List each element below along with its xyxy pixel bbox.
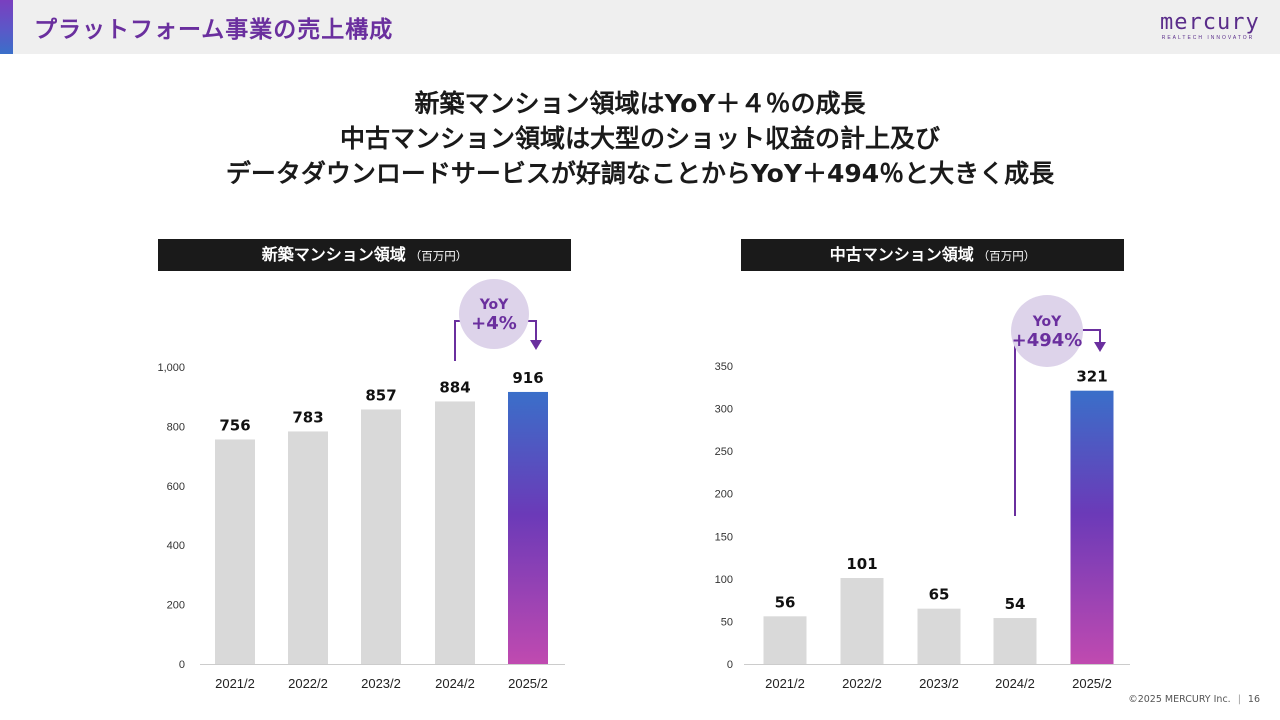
headline-line-3: データダウンロードサービスが好調なことからYoY＋494％と大きく成長 (225, 159, 1055, 188)
used-condo-data-label: 54 (1005, 595, 1026, 613)
new-condo-yoy-badge-value: +4% (471, 313, 517, 334)
new-condo-bar (361, 409, 401, 664)
used-condo-yoy-badge-value: +494% (1012, 330, 1083, 351)
used-condo-category-label: 2022/2 (842, 676, 882, 691)
used-condo-bar (917, 608, 961, 664)
new-condo-title-text: 新築マンション領域 (261, 245, 406, 264)
mercury-logo: mercury REALTECH INNOVATOR (1160, 10, 1260, 42)
header-accent-strip (0, 0, 13, 54)
copyright-text: ©2025 MERCURY Inc. (1128, 694, 1231, 705)
footer-separator: | (1237, 694, 1241, 705)
used-condo-bar (993, 618, 1037, 664)
used-condo-data-label: 65 (929, 586, 950, 604)
new-condo-category-label: 2024/2 (435, 676, 475, 691)
headline-line-1: 新築マンション領域はYoY＋４％の成長 (414, 89, 866, 118)
new-condo-y-tick-label: 600 (167, 481, 185, 493)
new-condo-yoy-badge (459, 279, 529, 349)
used-condo-category-label: 2023/2 (919, 676, 959, 691)
used-condo-unit: （百万円） (977, 249, 1036, 263)
new-condo-y-tick-label: 400 (167, 540, 185, 552)
used-condo-y-tick-label: 200 (715, 489, 733, 501)
new-condo-data-label: 857 (365, 386, 396, 404)
page-number: 16 (1247, 694, 1260, 705)
new-condo-y-tick-label: 1,000 (157, 362, 185, 374)
used-condo-y-tick-label: 250 (715, 446, 733, 458)
logo-wordmark: mercury (1160, 10, 1260, 35)
new-condo-data-label: 916 (512, 369, 543, 387)
used-condo-bar (840, 578, 884, 664)
used-condo-data-label: 101 (846, 555, 877, 573)
new-condo-data-label: 783 (292, 408, 323, 426)
used-condo-category-label: 2021/2 (765, 676, 805, 691)
used-condo-y-tick-label: 300 (715, 404, 733, 416)
new-condo-yoy-arrowhead (530, 340, 542, 350)
used-condo-y-tick-label: 50 (721, 616, 733, 628)
new-condo-yoy-badge-label: YoY (479, 297, 509, 313)
used-condo-yoy-badge (1011, 295, 1083, 367)
new-condo-data-label: 884 (439, 378, 470, 396)
page-title: プラットフォーム事業の売上構成 (34, 17, 394, 43)
new-condo-bar (435, 401, 475, 664)
used-condo-category-label: 2025/2 (1072, 676, 1112, 691)
used-condo-y-tick-label: 0 (727, 659, 733, 671)
used-condo-y-tick-label: 100 (715, 574, 733, 586)
used-condo-y-tick-label: 350 (715, 361, 733, 373)
used-condo-title-text: 中古マンション領域 (829, 245, 974, 264)
new-condo-bar (508, 391, 548, 664)
header-bar: プラットフォーム事業の売上構成 mercury REALTECH INNOVAT… (0, 0, 1280, 54)
new-condo-y-tick-label: 200 (167, 600, 185, 612)
footer: ©2025 MERCURY Inc. | 16 (1110, 694, 1260, 705)
used-condo-yoy-arrowhead (1094, 342, 1106, 352)
new-condo-y-tick-label: 0 (179, 659, 185, 671)
new-condo-panel-title: 新築マンション領域 （百万円） (158, 239, 571, 271)
new-condo-y-tick-label: 800 (167, 421, 185, 433)
used-condo-bar (1070, 390, 1114, 664)
used-condo-y-tick-label: 150 (715, 531, 733, 543)
new-condo-category-label: 2025/2 (508, 676, 548, 691)
new-condo-category-label: 2022/2 (288, 676, 328, 691)
new-condo-bar (288, 431, 328, 664)
used-condo-data-label: 56 (775, 593, 796, 611)
used-condo-panel-title: 中古マンション領域 （百万円） (741, 239, 1124, 271)
new-condo-bar (215, 439, 255, 664)
new-condo-data-label: 756 (219, 416, 250, 434)
headline-message: 新築マンション領域はYoY＋４％の成長 中古マンション領域は大型のショット収益の… (0, 86, 1280, 191)
used-condo-category-label: 2024/2 (995, 676, 1035, 691)
headline-line-2: 中古マンション領域は大型のショット収益の計上及び (339, 124, 940, 153)
logo-tagline: REALTECH INNOVATOR (1161, 35, 1255, 41)
new-condo-unit: （百万円） (409, 249, 468, 263)
used-condo-yoy-badge-label: YoY (1032, 314, 1062, 330)
new-condo-category-label: 2023/2 (361, 676, 401, 691)
new-condo-category-label: 2021/2 (215, 676, 255, 691)
used-condo-bar (763, 616, 807, 664)
used-condo-data-label: 321 (1076, 368, 1107, 386)
